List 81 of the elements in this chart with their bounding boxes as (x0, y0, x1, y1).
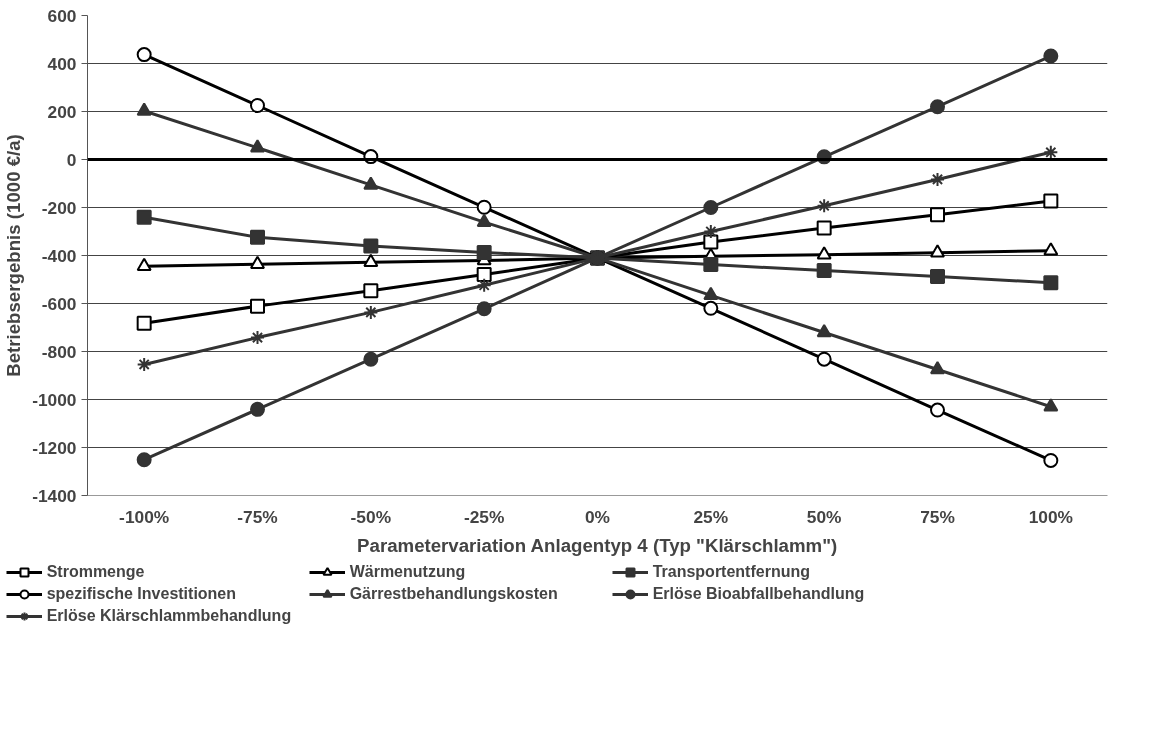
point (476, 244, 492, 260)
point (703, 200, 719, 215)
legend-label: Strommenge (46, 563, 146, 581)
point (363, 283, 379, 299)
point (1043, 193, 1059, 209)
point (930, 207, 945, 223)
legend-label: Erlöse Bioabfallbehandlung (652, 585, 866, 603)
y-tick-label: 600 (47, 5, 77, 26)
point (136, 257, 152, 272)
point (930, 360, 945, 375)
point (250, 298, 265, 314)
point (930, 171, 945, 187)
legend-label: Gärrestbehandlungskosten (349, 585, 559, 603)
y-axis-title: Betriebsergebnis (1000 €/a) (3, 134, 25, 377)
point (363, 304, 379, 320)
point (1043, 398, 1059, 412)
point (250, 229, 265, 245)
y-tick-label: -200 (41, 197, 77, 218)
point (703, 286, 719, 301)
point (816, 324, 832, 338)
point (476, 301, 492, 317)
y-tick-label: -1400 (32, 485, 77, 506)
point (703, 234, 719, 250)
point (703, 300, 719, 316)
point (816, 263, 832, 279)
point (136, 102, 152, 116)
x-axis-title: Parametervariation Anlagentyp 4 (Typ "Klärschlamm") (357, 534, 838, 556)
x-tick-label: 50% (806, 506, 842, 527)
y-tick-label: -800 (41, 341, 77, 362)
point (363, 351, 379, 367)
point (476, 277, 492, 293)
point (136, 47, 152, 63)
y-tick-label: 400 (47, 53, 77, 74)
point (930, 99, 945, 115)
point (363, 238, 379, 254)
point (136, 209, 152, 225)
y-tick-label: -1000 (32, 389, 77, 410)
point (250, 255, 265, 269)
point (1043, 452, 1059, 468)
point (1043, 48, 1059, 64)
y-tick-label: -1200 (32, 437, 77, 458)
point (816, 351, 832, 367)
point (476, 266, 492, 282)
legend-label: spezifische Investitionen (46, 585, 238, 603)
x-tick-label: 25% (693, 506, 729, 527)
legend-label: Wärmenutzung (349, 563, 467, 581)
point (1043, 144, 1059, 160)
point (1043, 275, 1059, 291)
point (250, 330, 265, 346)
legend-label: Erlöse Klärschlammbehandlung (46, 607, 293, 625)
legend-label: Transportentfernung (652, 563, 811, 581)
point (930, 402, 945, 418)
point (816, 220, 832, 236)
x-tick-label: 100% (1028, 506, 1073, 527)
point (476, 213, 492, 227)
x-tick-label: 75% (920, 506, 955, 527)
point (136, 452, 152, 468)
point (703, 224, 719, 239)
x-tick-label: -50% (350, 506, 392, 527)
x-tick-label: -25% (463, 506, 505, 527)
point (363, 253, 379, 267)
point (476, 199, 492, 215)
y-tick-label: -400 (41, 245, 77, 266)
point (250, 401, 265, 417)
y-tick-label: 0 (66, 149, 77, 170)
point (363, 176, 379, 190)
point (136, 315, 152, 331)
point (250, 139, 265, 153)
y-tick-label: 200 (47, 101, 77, 122)
point (816, 198, 832, 214)
point (930, 268, 945, 284)
point (136, 356, 152, 372)
point (703, 257, 719, 273)
point (930, 244, 945, 258)
x-tick-label: -75% (237, 506, 278, 527)
x-tick-label: -100% (119, 506, 170, 527)
x-tick-label: 0% (584, 506, 611, 527)
point (1043, 242, 1059, 256)
point (816, 246, 832, 260)
y-tick-label: -600 (41, 293, 77, 314)
point (250, 98, 265, 113)
